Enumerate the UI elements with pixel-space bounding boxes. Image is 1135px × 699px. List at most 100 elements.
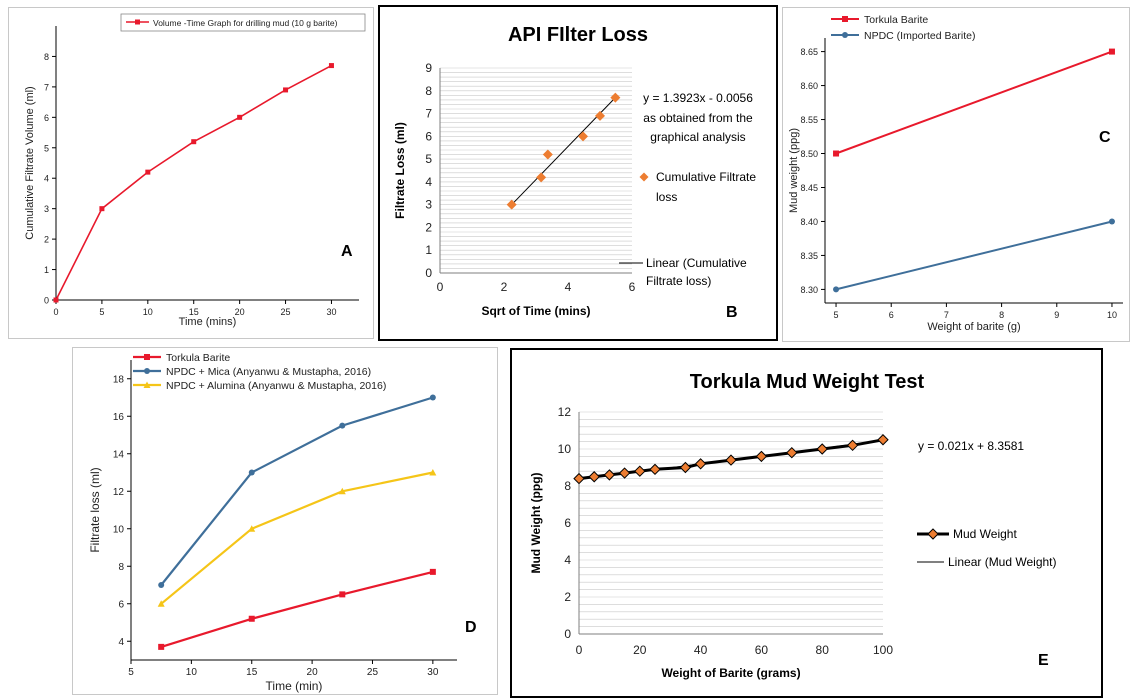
trend-note-line-2: graphical analysis <box>650 130 745 144</box>
x-tick-label: 0 <box>437 280 444 294</box>
x-tick-label: 25 <box>367 667 379 678</box>
x-tick-label: 5 <box>128 667 134 678</box>
y-tick-label: 12 <box>113 487 125 498</box>
y-tick-label: 8.40 <box>800 217 818 227</box>
y-tick-label: 2 <box>564 590 571 604</box>
legend-trend-label-line-2: Filtrate loss) <box>646 274 711 288</box>
data-point <box>578 131 589 142</box>
chart-panel-d: 5 10 15 20 25 30 4 6 8 10 12 14 16 18 Time (min) Filtra… <box>72 347 498 695</box>
data-point <box>248 615 255 622</box>
chart-d-svg: 5 10 15 20 25 30 4 6 8 10 12 14 16 18 Time (min) Filtra… <box>88 352 477 693</box>
legend-label-line-2: loss <box>656 190 677 204</box>
legend-marker <box>135 19 140 25</box>
y-tick-label: 8.45 <box>800 183 818 193</box>
x-tick-label: 9 <box>1054 310 1059 320</box>
data-point <box>786 446 798 459</box>
y-tick-label: 3 <box>44 204 49 214</box>
y-tick-label: 8.30 <box>800 285 818 295</box>
y-tick-label: 9 <box>425 61 432 75</box>
panel-letter: E <box>1038 652 1049 669</box>
data-point <box>191 139 197 145</box>
data-point <box>679 461 692 474</box>
y-tick-label: 2 <box>44 235 49 245</box>
data-point <box>339 422 346 429</box>
data-point <box>595 110 605 121</box>
legend-marker <box>144 368 150 374</box>
y-tick-label: 10 <box>558 442 572 456</box>
y-axis-label: Mud Weight (ppg) <box>529 472 543 573</box>
legend-label-line-1: Cumulative Filtrate <box>656 170 756 184</box>
data-point <box>248 469 255 476</box>
x-axis-label: Time (mins) <box>179 316 237 328</box>
chart-panel-c: 5 6 7 8 9 10 8.30 8.35 8.40 8.45 8.50 8.55 8.60 8.65 W… <box>782 7 1130 342</box>
y-tick-label: 8 <box>564 479 571 493</box>
y-tick-label: 0 <box>44 296 49 306</box>
y-tick-label: 0 <box>564 627 571 641</box>
legend-marker <box>639 172 649 182</box>
data-point <box>833 286 840 293</box>
legend-label: Torkula Barite <box>864 14 928 26</box>
x-tick-label: 30 <box>326 307 336 317</box>
trend-note-line-1: as obtained from the <box>643 111 753 125</box>
legend-trend-label: Linear (Mud Weight) <box>948 555 1057 569</box>
data-point <box>634 465 646 477</box>
legend-marker <box>144 354 150 360</box>
legend-label: Mud Weight <box>953 527 1017 541</box>
data-point <box>283 87 289 93</box>
data-point <box>877 434 889 446</box>
y-tick-label: 7 <box>44 82 49 92</box>
x-tick-label: 5 <box>834 310 839 320</box>
legend-label: Torkula Barite <box>166 352 230 364</box>
data-point <box>603 469 616 481</box>
x-tick-label: 10 <box>143 307 153 317</box>
data-point <box>610 92 621 103</box>
data-point <box>618 467 631 479</box>
x-tick-label: 0 <box>576 643 583 657</box>
y-axis-label: Cumulative Filtrate Volume (ml) <box>24 86 36 239</box>
y-tick-label: 18 <box>113 374 125 385</box>
data-point <box>536 172 547 183</box>
data-point <box>145 169 151 175</box>
data-point <box>1108 48 1115 55</box>
y-tick-label: 8.50 <box>800 149 818 159</box>
x-tick-label: 20 <box>307 667 319 678</box>
x-tick-label: 100 <box>873 643 893 657</box>
y-tick-label: 8.60 <box>800 81 818 91</box>
x-axis-label: Time (min) <box>266 679 323 693</box>
y-tick-label: 4 <box>564 553 571 567</box>
x-tick-label: 15 <box>189 307 199 317</box>
data-point <box>588 471 600 483</box>
x-tick-label: 80 <box>816 643 830 657</box>
x-tick-label: 30 <box>427 667 439 678</box>
y-tick-label: 1 <box>44 265 49 275</box>
x-tick-label: 40 <box>694 643 708 657</box>
data-point <box>725 454 737 466</box>
data-point <box>339 591 346 598</box>
x-tick-label: 7 <box>944 310 949 320</box>
x-tick-label: 8 <box>999 310 1004 320</box>
series-line <box>160 396 434 586</box>
data-point <box>237 114 243 120</box>
legend-label: NPDC (Imported Barite) <box>864 30 975 42</box>
panel-letter: D <box>465 619 477 636</box>
y-tick-label: 6 <box>564 516 571 530</box>
y-tick-label: 8.65 <box>800 47 818 57</box>
y-axis-label: Mud weight (ppg) <box>788 128 800 213</box>
x-tick-label: 15 <box>246 667 258 678</box>
chart-title: Torkula Mud Weight Test <box>690 371 925 393</box>
data-point <box>429 394 436 401</box>
data-point <box>248 525 256 532</box>
panel-letter: B <box>726 304 738 321</box>
y-tick-label: 6 <box>44 113 49 123</box>
chart-title: API FIlter Loss <box>508 24 648 46</box>
chart-a-svg: 0 5 10 15 20 25 30 0 1 2 3 4 5 6 7 8 Time (mins) Cumulati… <box>24 13 366 328</box>
legend-marker <box>927 528 939 540</box>
x-tick-label: 6 <box>889 310 894 320</box>
y-tick-label: 4 <box>118 637 124 648</box>
x-tick-label: 6 <box>629 280 636 294</box>
y-tick-label: 8 <box>44 52 49 62</box>
data-point <box>846 439 859 452</box>
data-point <box>506 199 517 210</box>
y-tick-label: 8 <box>118 562 124 573</box>
x-tick-label: 4 <box>565 280 572 294</box>
